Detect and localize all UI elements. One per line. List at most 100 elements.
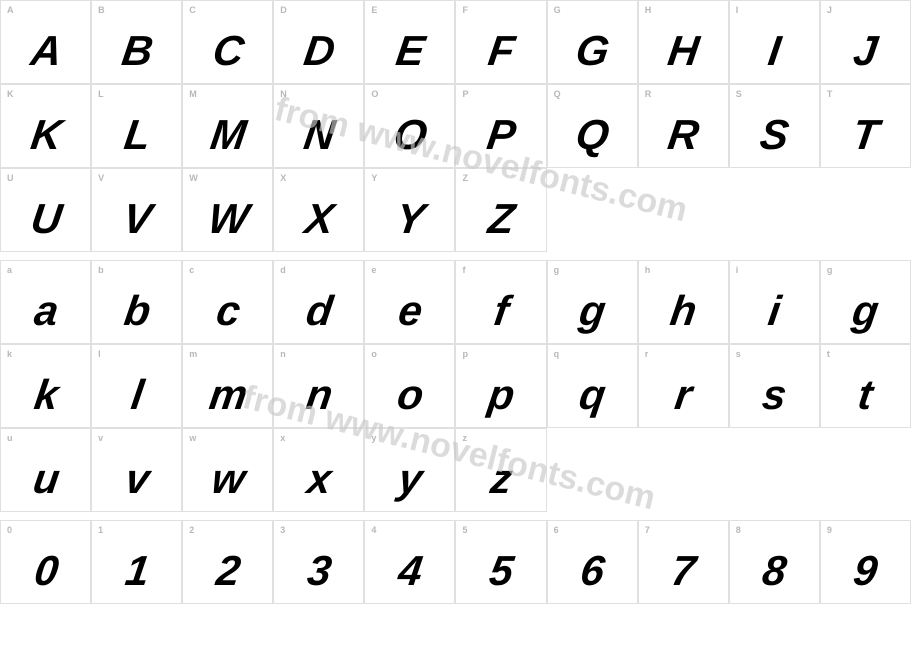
cell-label: z <box>462 433 467 443</box>
cell-glyph: l <box>128 371 145 419</box>
glyph-cell: JJ <box>820 0 911 84</box>
cell-glyph: 4 <box>395 547 424 595</box>
cell-glyph: d <box>303 287 334 335</box>
cell-glyph: 2 <box>213 547 242 595</box>
glyph-cell: 22 <box>182 520 273 604</box>
glyph-cell: ll <box>91 344 182 428</box>
cell-label: g <box>827 265 833 275</box>
glyph-cell <box>547 168 638 252</box>
cell-glyph: r <box>672 371 694 419</box>
cell-label: B <box>98 5 105 15</box>
cell-glyph: 1 <box>122 547 151 595</box>
glyph-cell: MM <box>182 84 273 168</box>
cell-glyph: 5 <box>486 547 515 595</box>
glyph-cell: bb <box>91 260 182 344</box>
cell-glyph: 3 <box>304 547 333 595</box>
cell-glyph: M <box>207 111 248 159</box>
cell-glyph: i <box>766 287 783 335</box>
cell-label: O <box>371 89 379 99</box>
cell-glyph: b <box>121 287 152 335</box>
cell-glyph: w <box>209 455 247 503</box>
glyph-cell: 99 <box>820 520 911 604</box>
cell-label: 6 <box>554 525 560 535</box>
glyph-cell <box>638 168 729 252</box>
cell-label: p <box>462 349 468 359</box>
cell-glyph: k <box>31 371 60 419</box>
cell-label: s <box>736 349 742 359</box>
glyph-cell: KK <box>0 84 91 168</box>
glyph-cell: 33 <box>273 520 364 604</box>
glyph-cell: hh <box>638 260 729 344</box>
cell-glyph: E <box>393 27 427 75</box>
cell-label: L <box>98 89 104 99</box>
cell-label: w <box>189 433 197 443</box>
glyph-cell: zz <box>455 428 546 512</box>
glyph-cell: NN <box>273 84 364 168</box>
cell-glyph: G <box>573 27 611 75</box>
glyph-cell: 44 <box>364 520 455 604</box>
cell-glyph: Z <box>485 195 516 243</box>
cell-label: W <box>189 173 198 183</box>
glyph-cell: YY <box>364 168 455 252</box>
glyph-cell <box>820 428 911 512</box>
glyph-cell: LL <box>91 84 182 168</box>
cell-label: r <box>645 349 649 359</box>
cell-label: f <box>462 265 466 275</box>
cell-label: u <box>7 433 13 443</box>
cell-glyph: f <box>491 287 511 335</box>
cell-glyph: x <box>304 455 333 503</box>
cell-glyph: U <box>28 195 64 243</box>
cell-label: G <box>554 5 562 15</box>
cell-glyph: c <box>213 287 242 335</box>
cell-label: F <box>462 5 468 15</box>
glyph-cell: yy <box>364 428 455 512</box>
glyph-cell: ee <box>364 260 455 344</box>
glyph-cell: OO <box>364 84 455 168</box>
glyph-cell: TT <box>820 84 911 168</box>
cell-glyph: 8 <box>760 547 789 595</box>
cell-glyph: X <box>302 195 336 243</box>
cell-glyph: J <box>851 27 880 75</box>
glyph-cell <box>820 168 911 252</box>
cell-label: K <box>7 89 14 99</box>
glyph-cell: oo <box>364 344 455 428</box>
cell-glyph: 9 <box>851 547 880 595</box>
row-spacer <box>0 252 911 260</box>
glyph-cell: gg <box>547 260 638 344</box>
cell-glyph: V <box>120 195 154 243</box>
glyph-cell: AA <box>0 0 91 84</box>
cell-label: R <box>645 89 652 99</box>
cell-glyph: t <box>856 371 876 419</box>
cell-label: X <box>280 173 287 183</box>
cell-glyph: C <box>210 27 246 75</box>
cell-label: 7 <box>645 525 651 535</box>
cell-glyph: K <box>28 111 64 159</box>
cell-label: n <box>280 349 286 359</box>
cell-label: q <box>554 349 560 359</box>
glyph-cell: gg <box>820 260 911 344</box>
glyph-cell: BB <box>91 0 182 84</box>
cell-glyph: N <box>301 111 337 159</box>
cell-label: m <box>189 349 198 359</box>
cell-label: P <box>462 89 469 99</box>
cell-label: Q <box>554 89 562 99</box>
cell-label: c <box>189 265 195 275</box>
cell-label: e <box>371 265 377 275</box>
cell-glyph: 0 <box>31 547 60 595</box>
glyph-cell <box>547 428 638 512</box>
glyph-cell: dd <box>273 260 364 344</box>
cell-label: 3 <box>280 525 286 535</box>
cell-label: x <box>280 433 286 443</box>
cell-glyph: O <box>391 111 429 159</box>
glyph-cell: ss <box>729 344 820 428</box>
cell-glyph: I <box>766 27 783 75</box>
cell-glyph: g <box>576 287 607 335</box>
cell-label: 4 <box>371 525 377 535</box>
glyph-cell: vv <box>91 428 182 512</box>
cell-label: 1 <box>98 525 104 535</box>
cell-label: U <box>7 173 14 183</box>
cell-glyph: D <box>301 27 337 75</box>
glyph-cell: nn <box>273 344 364 428</box>
font-specimen-grid: AABBCCDDEEFFGGHHIIJJKKLLMMNNOOPPQQRRSSTT… <box>0 0 911 604</box>
cell-label: V <box>98 173 105 183</box>
